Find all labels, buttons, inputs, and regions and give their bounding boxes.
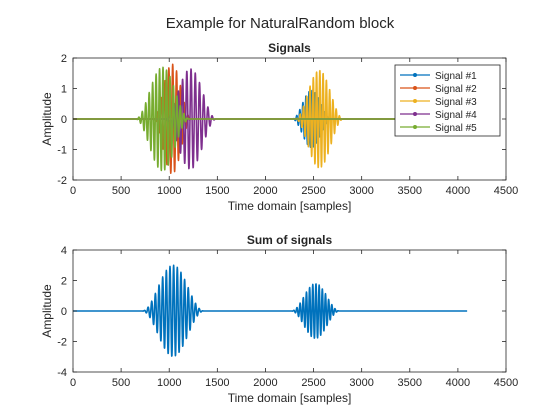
figure-title: Example for NaturalRandom block <box>166 15 395 32</box>
legend-swatch-marker <box>413 99 417 103</box>
x-tick-label: 3000 <box>349 185 373 197</box>
x-tick-label: 0 <box>70 377 76 389</box>
y-tick-label: -1 <box>57 145 67 157</box>
x-tick-label: 1500 <box>205 377 229 389</box>
signals-plot: 0 500 1000 1500 2000 2500 3000 3500 4000 4500 -2 -1… <box>40 41 518 213</box>
y-tick-label: 0 <box>61 114 67 126</box>
y-tick-label: 1 <box>61 84 67 96</box>
x-tick-label: 500 <box>112 185 130 197</box>
x-tick-label: 3500 <box>398 185 422 197</box>
sum-of-signals-plot: 0 500 1000 1500 2000 2500 3000 3500 4000 4500 -4 -2… <box>40 233 518 405</box>
x-tick-label: 4000 <box>446 185 470 197</box>
x-tick-label: 2500 <box>301 377 325 389</box>
x-axis-label: Time domain [samples] <box>228 199 352 213</box>
x-tick-label: 3000 <box>349 377 373 389</box>
legend-swatch-marker <box>413 112 417 116</box>
legend-entry-label: Signal #2 <box>435 84 477 95</box>
legend-swatch-marker <box>413 125 417 129</box>
x-tick-label: 2500 <box>301 185 325 197</box>
x-tick-label: 2000 <box>253 185 277 197</box>
x-tick-label: 1000 <box>157 185 181 197</box>
x-tick-label: 1500 <box>205 185 229 197</box>
x-tick-label: 0 <box>70 185 76 197</box>
y-tick-label: 2 <box>61 276 67 288</box>
axes-title: Sum of signals <box>247 233 333 247</box>
x-tick-label: 1000 <box>157 377 181 389</box>
series-line-1 <box>73 264 468 357</box>
x-tick-label: 4500 <box>494 185 518 197</box>
x-tick-label: 2000 <box>253 377 277 389</box>
x-tick-label: 4500 <box>494 377 518 389</box>
legend-entry-label: Signal #5 <box>435 123 477 134</box>
y-tick-label: -4 <box>57 367 67 379</box>
y-tick-label: 4 <box>61 245 67 257</box>
y-tick-label: 0 <box>61 306 67 318</box>
y-axis-label: Amplitude <box>40 284 54 338</box>
legend: Signal #1 Signal #2 Signal #3 Signal #4 Sign… <box>394 64 501 137</box>
x-tick-label: 500 <box>112 377 130 389</box>
legend-swatch-marker <box>413 73 417 77</box>
legend-entry-label: Signal #4 <box>435 110 477 121</box>
legend-entry-label: Signal #3 <box>435 97 477 108</box>
y-tick-label: 2 <box>61 53 67 65</box>
legend-entry-label: Signal #1 <box>435 71 477 82</box>
legend-swatch-marker <box>413 86 417 90</box>
axes-title: Signals <box>268 41 311 55</box>
y-axis-label: Amplitude <box>40 92 54 146</box>
x-tick-label: 3500 <box>398 377 422 389</box>
y-tick-label: -2 <box>57 337 67 349</box>
series-group <box>73 264 468 357</box>
y-tick-label: -2 <box>57 175 67 187</box>
x-axis-label: Time domain [samples] <box>228 391 352 405</box>
x-tick-label: 4000 <box>446 377 470 389</box>
